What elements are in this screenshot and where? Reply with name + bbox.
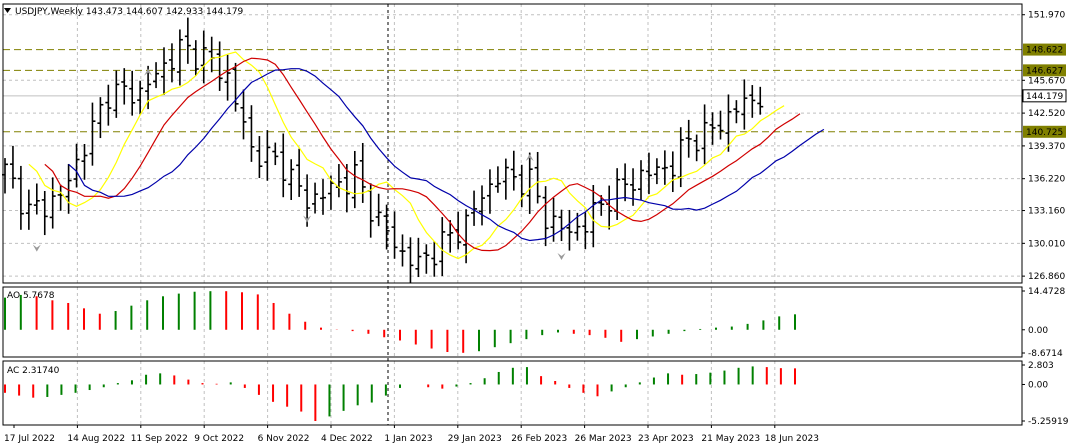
ohlc-bars	[2, 17, 764, 283]
time-tick-label: 1 Jan 2023	[384, 434, 432, 444]
ao-frame	[2, 286, 1023, 358]
level-label-box	[1023, 125, 1066, 138]
price-tick-label: 133.160	[1028, 207, 1065, 217]
time-tick-label: 4 Dec 2022	[321, 434, 373, 444]
ao-tick-label: -8.6714	[1028, 349, 1063, 359]
price-tick-label: 142.520	[1028, 109, 1065, 119]
price-tick-label: 136.220	[1028, 175, 1065, 185]
ao-pane[interactable]	[4, 291, 796, 353]
ao-label: AO 5.7678	[7, 291, 55, 301]
time-tick-label: 18 Jun 2023	[765, 434, 819, 444]
ac-tick-label: 0.00	[1028, 380, 1048, 390]
time-tick-label: 26 Feb 2023	[511, 434, 567, 444]
ma-fast-line	[28, 51, 785, 260]
ma-slow-line	[68, 68, 825, 242]
current-price-box	[1022, 89, 1067, 103]
ma-mid-line	[44, 57, 801, 252]
ac-pane[interactable]	[4, 366, 796, 422]
ac-tick-label: 2.803	[1028, 361, 1054, 371]
level-label-box	[1023, 64, 1066, 77]
ac-label: AC 2.31740	[7, 366, 60, 376]
ac-tick-label: -5.25919	[1028, 417, 1068, 427]
ao-tick-label: 14.4728	[1028, 287, 1065, 297]
price-tick-label: 145.670	[1028, 76, 1065, 86]
price-frame	[2, 3, 1023, 284]
fractal-arrow-icon	[557, 252, 566, 260]
time-tick-label: 14 Aug 2022	[67, 434, 125, 444]
time-tick-label: 6 Nov 2022	[258, 434, 310, 444]
time-tick-label: 17 Jul 2022	[4, 434, 55, 444]
price-tick-label: 139.370	[1028, 142, 1065, 152]
ao-tick-label: 0.00	[1028, 326, 1048, 336]
fractal-arrow-icon	[303, 215, 312, 223]
time-tick-label: 21 May 2023	[701, 434, 760, 444]
ac-frame	[2, 360, 1023, 426]
fractal-arrow-icon	[525, 154, 534, 162]
price-pane[interactable]	[2, 17, 1022, 283]
price-tick-label: 130.010	[1028, 239, 1065, 249]
level-label-box	[1023, 43, 1066, 56]
current-price-label: 144.179	[1026, 92, 1063, 102]
fractal-arrow-icon	[32, 244, 41, 252]
price-tick-label: 126.860	[1028, 272, 1065, 282]
time-tick-label: 9 Oct 2022	[194, 434, 244, 444]
time-tick-label: 11 Sep 2022	[131, 434, 188, 444]
level-label: 146.627	[1026, 66, 1063, 76]
level-label: 140.725	[1026, 128, 1063, 138]
fractal-arrow-icon	[144, 68, 153, 76]
time-tick-label: 23 Apr 2023	[638, 434, 694, 444]
time-tick-label: 26 Mar 2023	[575, 434, 632, 444]
grid-layer	[3, 4, 1022, 425]
price-tick-label: 151.970	[1028, 11, 1065, 21]
time-tick-label: 29 Jan 2023	[448, 434, 502, 444]
level-label: 148.622	[1026, 46, 1063, 56]
triangle-down-icon[interactable]	[4, 8, 11, 13]
chart-header: USDJPY,Weekly 143.473 144.607 142.933 14…	[15, 7, 244, 17]
axes-layer: 151.970 145.670 142.520 139.370 136.220 133.1…	[2, 3, 1068, 444]
